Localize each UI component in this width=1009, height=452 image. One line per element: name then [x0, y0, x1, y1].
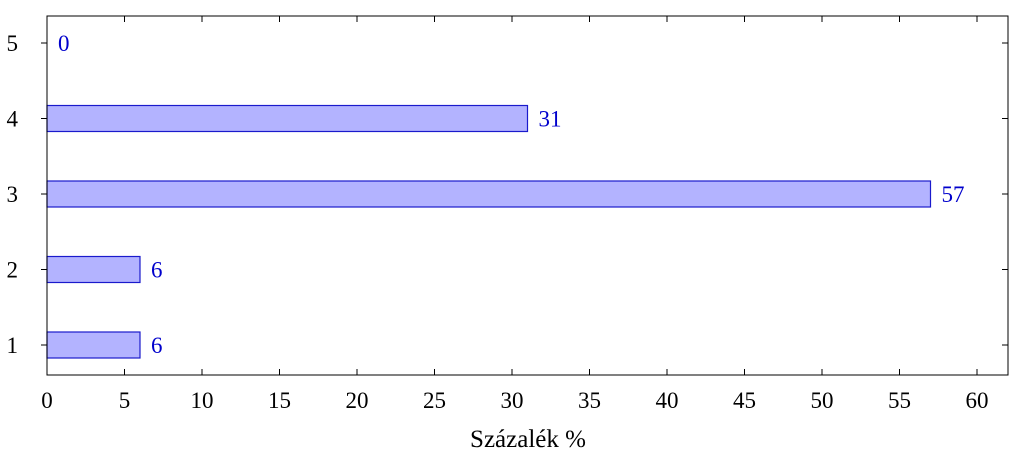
x-tick-label-60: 60 [966, 388, 989, 413]
y-category-label-1: 1 [7, 333, 19, 358]
data-label-5: 0 [58, 31, 70, 56]
x-tick-label-45: 45 [733, 388, 756, 413]
bar-2 [46, 255, 141, 284]
bar-4 [46, 104, 529, 133]
axes-frame [46, 15, 1009, 376]
data-label-4: 31 [539, 107, 562, 132]
x-tick-label-20: 20 [346, 388, 369, 413]
y-ticks-group: 1 2 3 4 5 [7, 31, 1008, 358]
x-tick-label-55: 55 [888, 388, 911, 413]
bars-group [46, 104, 932, 359]
data-label-2: 6 [151, 258, 163, 283]
plot-border [46, 15, 1009, 376]
data-label-3: 57 [942, 182, 965, 207]
x-tick-label-5: 5 [119, 388, 131, 413]
x-tick-label-25: 25 [423, 388, 446, 413]
x-tick-label-40: 40 [656, 388, 679, 413]
data-label-1: 6 [151, 333, 163, 358]
x-tick-label-15: 15 [268, 388, 291, 413]
x-tick-label-10: 10 [191, 388, 214, 413]
x-tick-label-50: 50 [811, 388, 834, 413]
x-ticks-group: 0 5 10 15 20 25 30 35 40 45 50 55 60 [41, 16, 989, 413]
x-tick-label-0: 0 [41, 388, 53, 413]
bar-3 [46, 180, 932, 208]
y-category-label-2: 2 [7, 258, 19, 283]
y-category-label-5: 5 [7, 31, 19, 56]
x-tick-label-35: 35 [578, 388, 601, 413]
bar-1 [46, 331, 141, 359]
data-labels-group: 6 6 57 31 0 [58, 31, 965, 358]
x-axis-title: Százalék % [470, 426, 586, 452]
y-category-label-4: 4 [7, 107, 19, 132]
y-category-label-3: 3 [7, 182, 19, 207]
x-tick-label-30: 30 [501, 388, 524, 413]
